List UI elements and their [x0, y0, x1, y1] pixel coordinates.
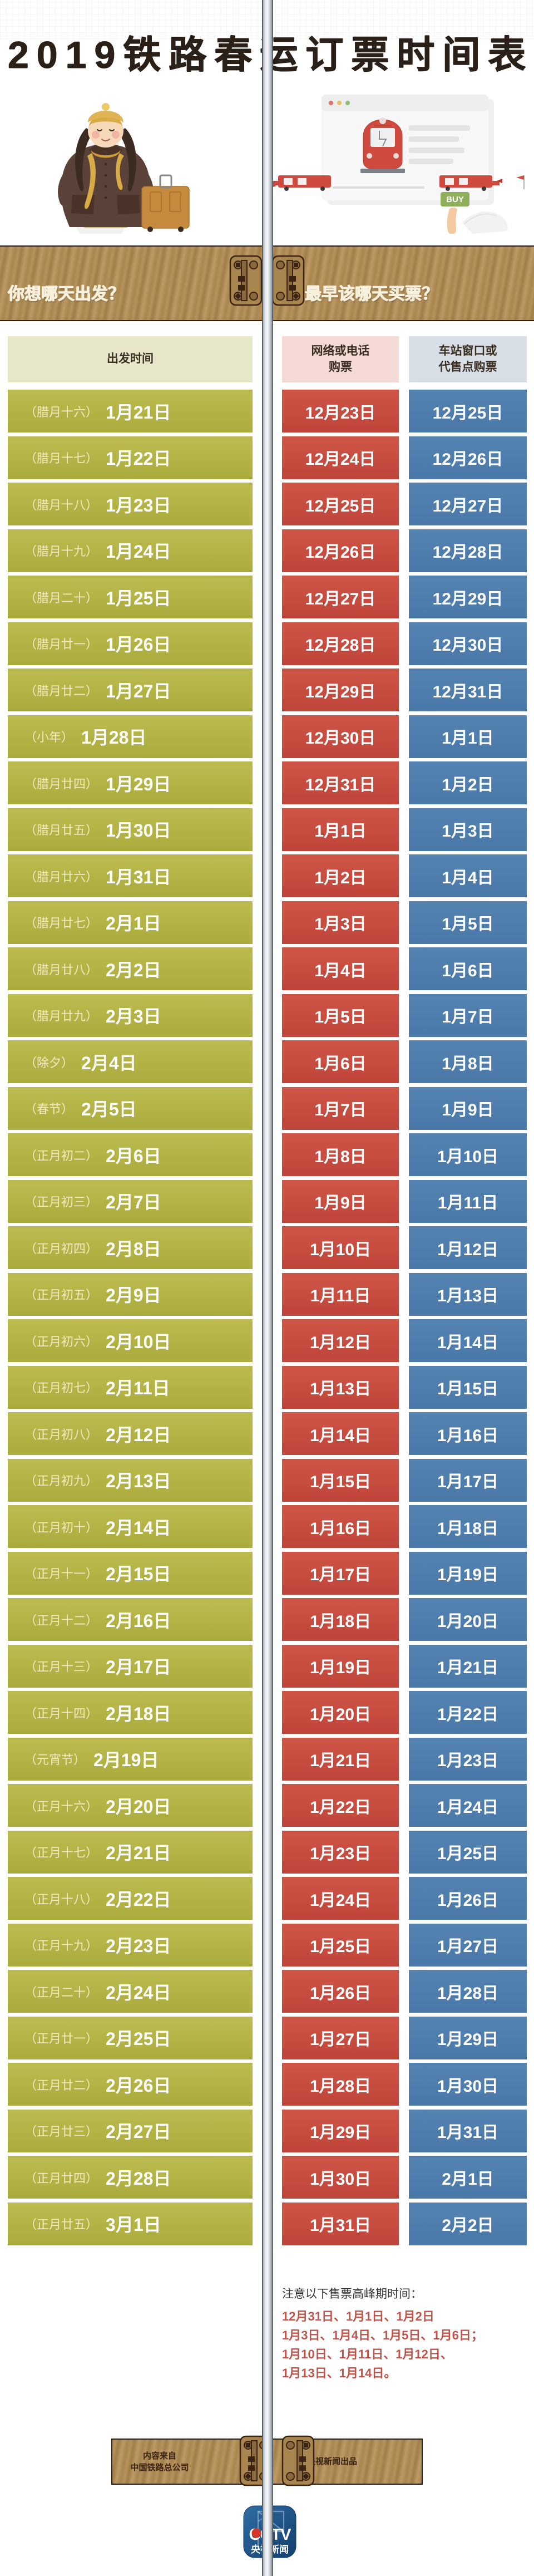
svg-text:BUY: BUY	[446, 195, 464, 204]
